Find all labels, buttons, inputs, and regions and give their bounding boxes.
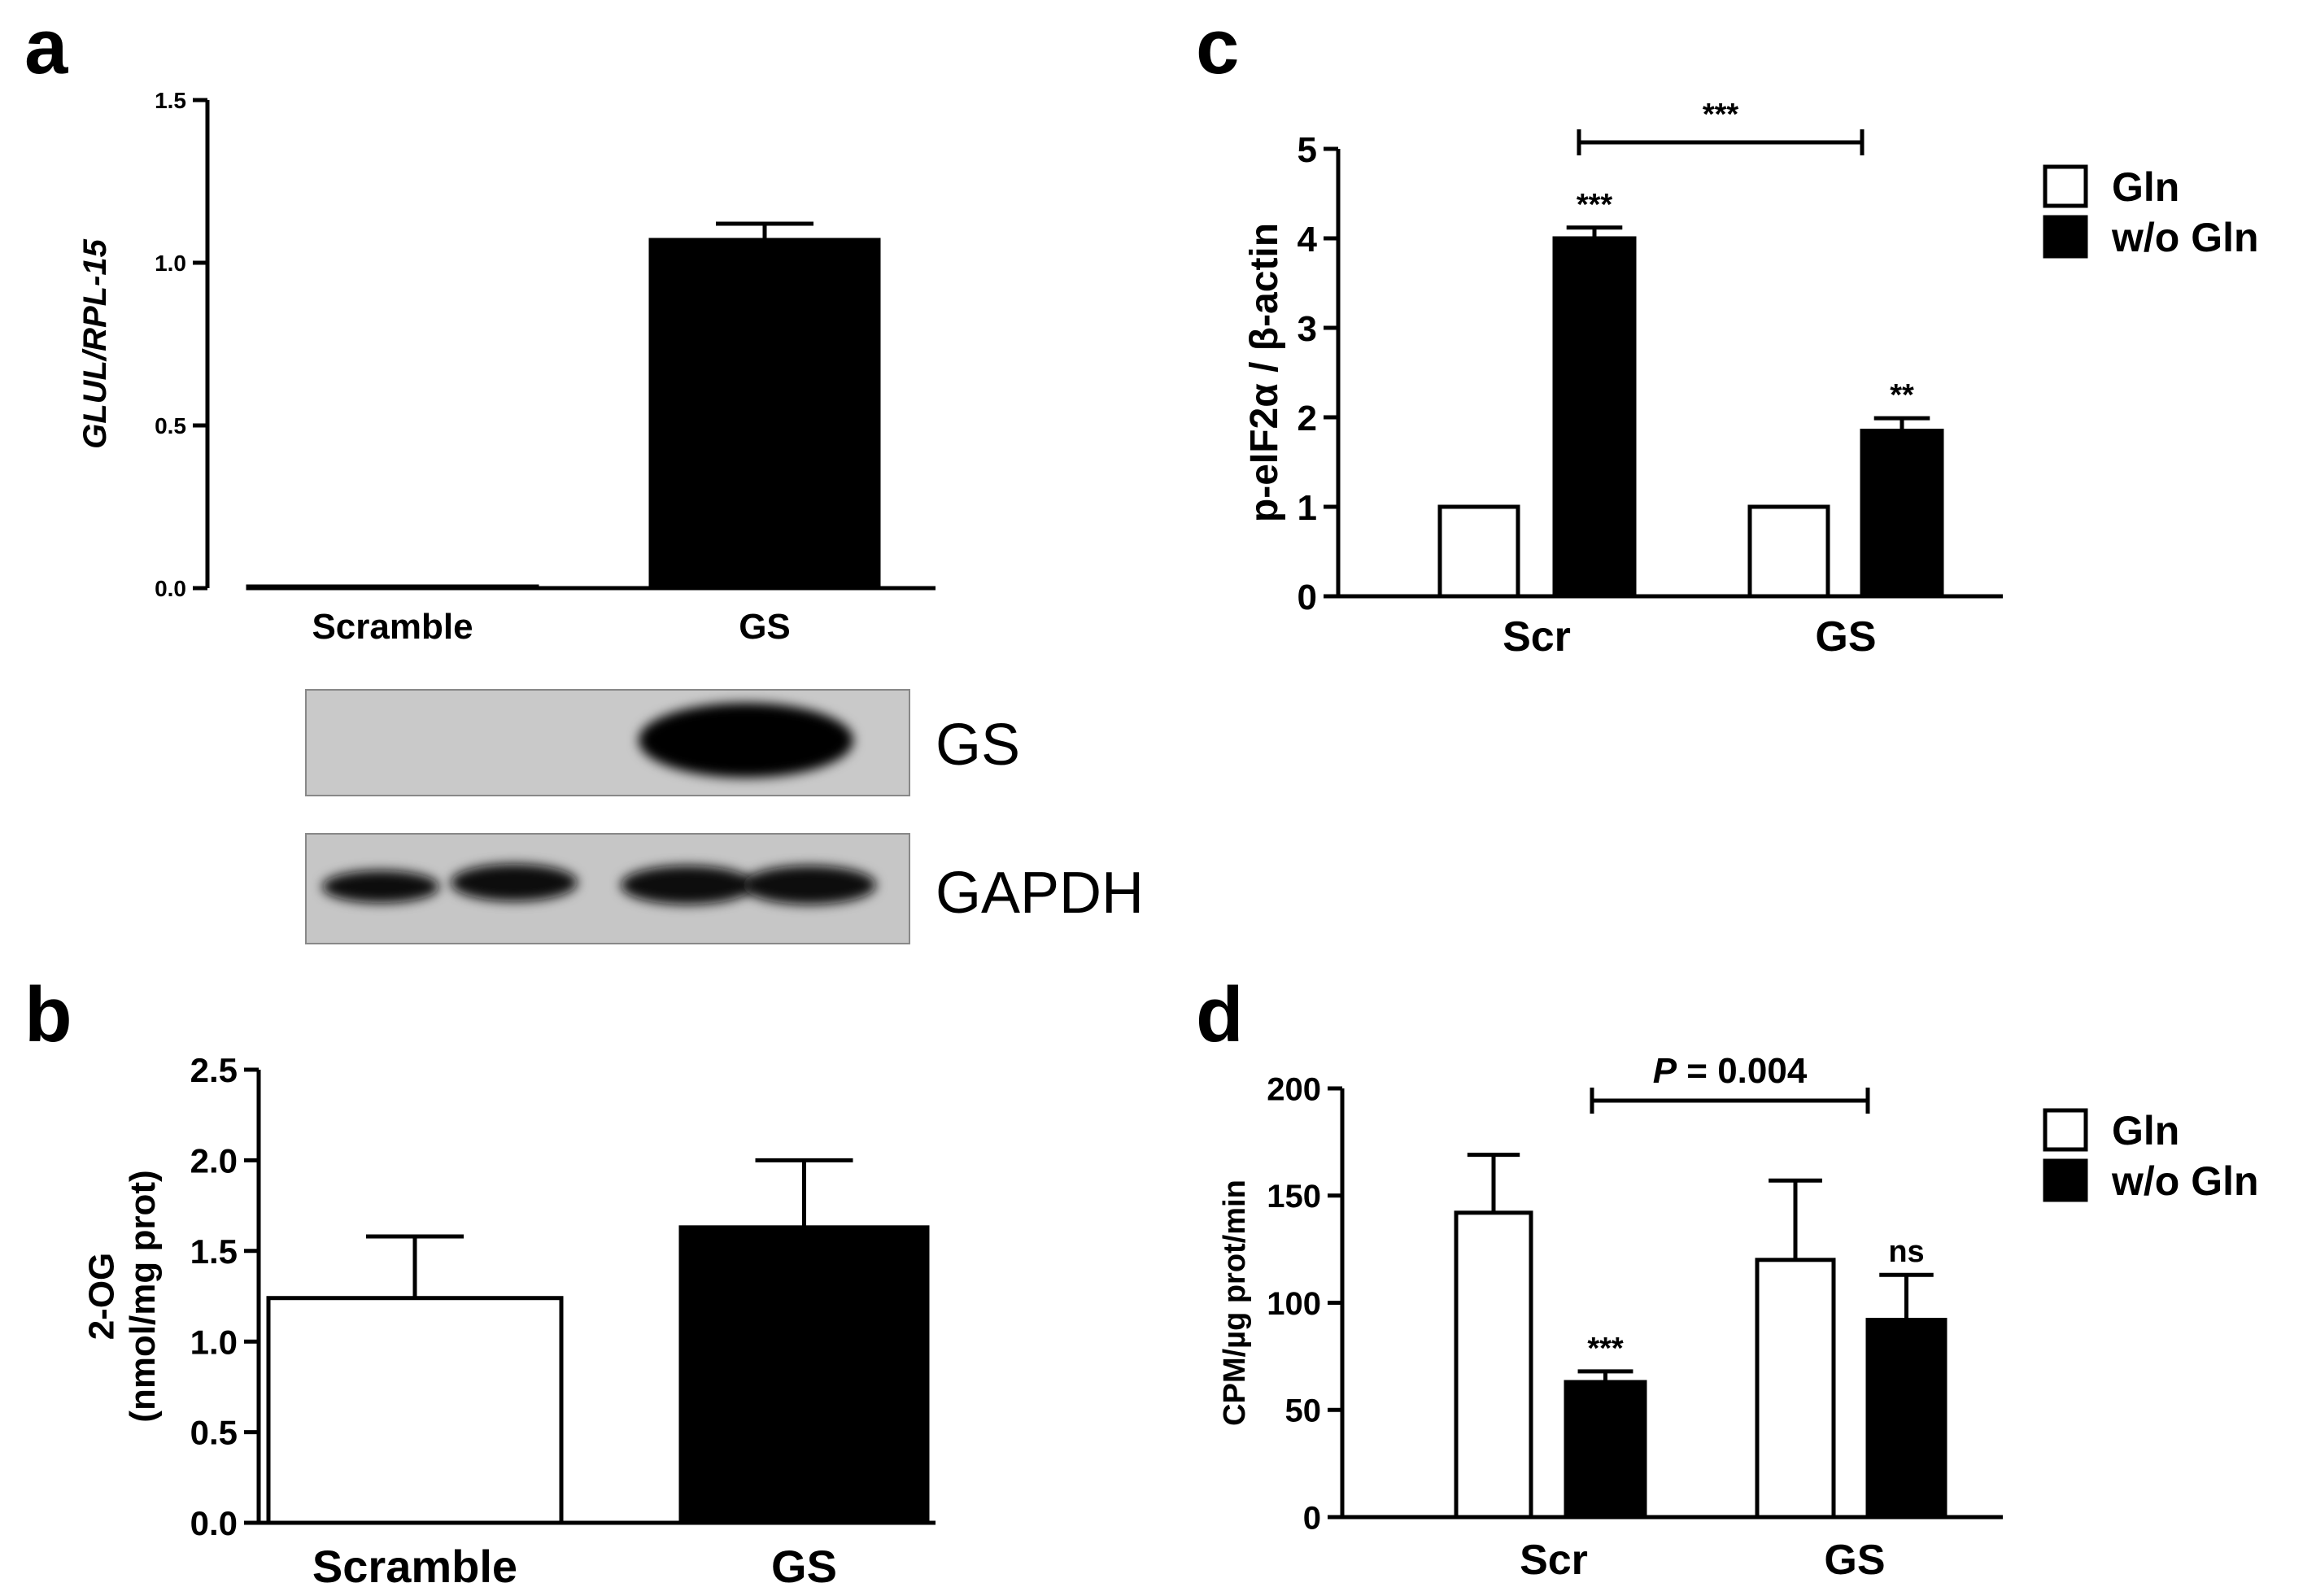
legend-label: w/o Gln (2111, 215, 2259, 260)
blot-band-gapdh-2 (451, 864, 578, 901)
panel-letter-c: c (1196, 3, 1239, 90)
bar-scramble (268, 1298, 561, 1523)
y-tick-label: 150 (1267, 1179, 1321, 1214)
legend-label: Gln (2112, 1108, 2179, 1153)
chart-b: 0.0 0.5 1.0 1.5 2.0 2.5 2-OG (nmol/mg prot) Scra… (81, 1051, 936, 1592)
blot-band-gapdh-1 (322, 870, 439, 903)
chart-d: 0 50 100 150 200 CPM/µg prot/min *** ns Scr GS P =… (1218, 1051, 2259, 1584)
legend-label: Gln (2112, 164, 2179, 210)
x-tick-label: Scramble (312, 1541, 517, 1592)
significance-marker: *** (1577, 188, 1613, 222)
blot-band-gapdh-4 (743, 866, 876, 905)
bar-scr-0 (1440, 507, 1518, 596)
bar-gs-0 (1757, 1260, 1834, 1517)
chart-a: 0.0 0.5 1.0 1.5 GLUL/RPL-15 Scramble GS (77, 88, 936, 647)
bar-scr-0 (1456, 1213, 1531, 1517)
y-tick-label: 0.0 (155, 576, 186, 601)
panel-letter-d: d (1196, 971, 1244, 1058)
y-axis-label: p-eIF2α / β-actin (1243, 223, 1286, 522)
y-tick-label: 50 (1285, 1393, 1322, 1429)
comparison-label: P = 0.004 (1653, 1051, 1808, 1091)
bar-scr-1 (1566, 1382, 1645, 1517)
y-tick-label: 2.0 (190, 1142, 238, 1180)
blot-label-gapdh: GAPDH (936, 861, 1144, 926)
comparison-label: *** (1703, 98, 1739, 132)
bar-gs-1 (1862, 431, 1942, 597)
significance-marker: *** (1587, 1332, 1624, 1366)
x-tick-label: GS (1824, 1537, 1885, 1584)
blot-band-gs (639, 703, 853, 778)
y-tick-label: 2.5 (190, 1051, 238, 1089)
legend-label: w/o Gln (2111, 1158, 2259, 1204)
y-tick-label: 1.0 (190, 1323, 238, 1361)
x-tick-label: Scr (1503, 613, 1571, 661)
x-tick-label: Scramble (312, 607, 473, 647)
legend-swatch (2045, 1161, 2086, 1200)
panel-letter-a: a (24, 3, 68, 90)
y-tick-label: 0.5 (155, 413, 186, 438)
bar-gs-0 (1750, 507, 1828, 596)
y-tick-label: 4 (1298, 220, 1318, 259)
bar-gs-1 (1868, 1320, 1945, 1517)
y-tick-label: 1 (1298, 488, 1317, 528)
bar-scr-1 (1555, 238, 1634, 596)
y-tick-label: 100 (1267, 1286, 1321, 1322)
y-tick-label: 3 (1298, 309, 1317, 349)
y-axis-label: (nmol/mg prot) (123, 1170, 163, 1422)
blot-label-gs: GS (936, 713, 1020, 778)
y-tick-label: 0 (1303, 1500, 1321, 1536)
y-tick-label: 1.0 (155, 251, 186, 276)
x-tick-label: Scr (1520, 1537, 1588, 1584)
y-tick-label: 0.5 (190, 1414, 238, 1452)
legend-swatch (2045, 167, 2086, 206)
bar-gs (651, 240, 879, 588)
y-axis-label: CPM/µg prot/min (1218, 1180, 1252, 1426)
y-tick-label: 1.5 (155, 88, 186, 113)
blot-band-gapdh-3 (621, 866, 754, 905)
y-tick-label: 0.0 (190, 1504, 238, 1542)
bar-gs (681, 1228, 927, 1523)
bar-scramble (248, 587, 537, 588)
y-tick-label: 5 (1298, 130, 1317, 170)
y-tick-label: 1.5 (190, 1232, 238, 1271)
legend-swatch (2045, 1110, 2086, 1149)
y-tick-label: 0 (1298, 578, 1317, 617)
x-tick-label: GS (1815, 613, 1876, 661)
y-tick-label: 2 (1298, 399, 1317, 438)
significance-marker: ns (1888, 1235, 1924, 1269)
y-tick-label: 200 (1267, 1071, 1321, 1107)
significance-marker: ** (1890, 378, 1914, 412)
legend-swatch (2045, 217, 2086, 256)
western-blot: GS GAPDH (306, 690, 1144, 944)
y-axis-label: GLUL/RPL-15 (77, 238, 113, 449)
x-tick-label: GS (739, 607, 791, 647)
y-axis-label: 2-OG (81, 1253, 121, 1341)
x-tick-label: GS (771, 1541, 837, 1592)
panel-letter-b: b (24, 971, 72, 1058)
